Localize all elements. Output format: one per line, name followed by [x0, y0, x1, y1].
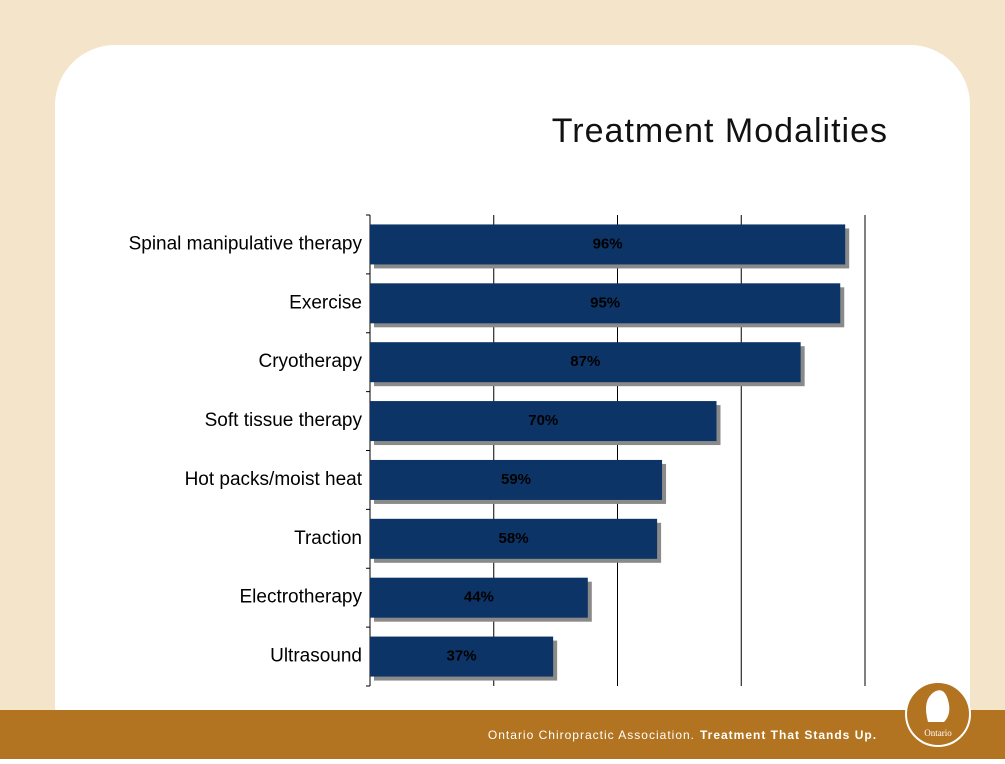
footer-text: Ontario Chiropractic Association. — [488, 728, 695, 742]
data-label: 59% — [501, 471, 531, 488]
data-label: 58% — [499, 530, 529, 547]
y-tick-label: Exercise — [289, 292, 362, 313]
footer-tagline: Treatment That Stands Up. — [700, 728, 877, 742]
y-tick-label: Soft tissue therapy — [205, 410, 363, 431]
bar — [370, 459, 663, 500]
y-tick-label: Hot packs/moist heat — [185, 469, 363, 490]
bar — [370, 518, 658, 559]
data-label: 96% — [593, 235, 623, 252]
y-tick-label: Cryotherapy — [259, 351, 363, 372]
bar — [370, 577, 588, 618]
footer-band — [0, 710, 1005, 759]
logo-text: Ontario — [924, 728, 952, 738]
bar — [370, 401, 717, 442]
chart: Spinal manipulative therapy 96% Exercise 95… — [129, 214, 866, 687]
chart-title: Treatment Modalities — [552, 112, 888, 150]
bar — [370, 283, 841, 324]
y-tick-label: Ultrasound — [270, 646, 362, 667]
y-tick-label: Spinal manipulative therapy — [129, 233, 363, 254]
data-label: 44% — [464, 589, 494, 606]
y-tick-label: Electrotherapy — [239, 587, 362, 608]
bar — [370, 224, 846, 265]
logo-icon — [926, 690, 950, 722]
bar — [370, 342, 801, 383]
data-label: 70% — [528, 412, 558, 429]
y-tick-label: Traction — [294, 528, 362, 549]
data-label: 37% — [447, 648, 477, 665]
bar — [370, 636, 554, 677]
data-label: 95% — [590, 294, 620, 311]
data-label: 87% — [570, 353, 600, 370]
